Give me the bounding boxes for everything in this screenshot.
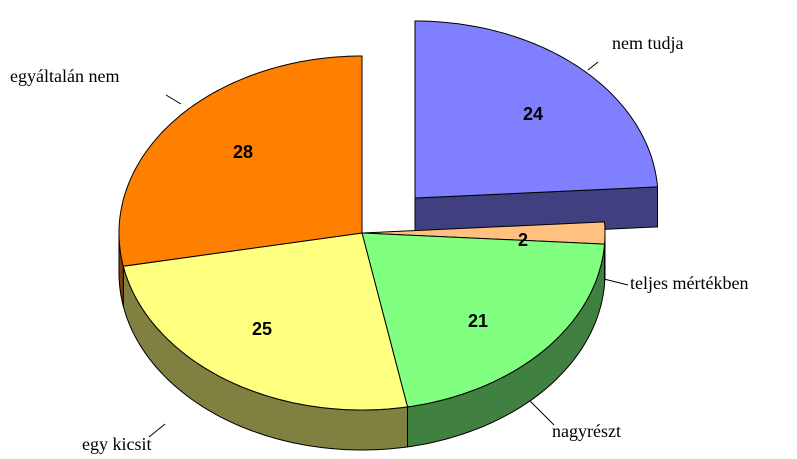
category-label: nagyrészt (552, 421, 621, 441)
leader-line (529, 400, 555, 426)
value-label: 2 (518, 230, 528, 250)
value-label: 28 (233, 142, 253, 162)
value-label: 24 (523, 104, 543, 124)
category-label: teljes mértékben (630, 273, 748, 293)
slice (361, 232, 606, 448)
category-label: egy kicsit (82, 434, 152, 454)
slice-top (414, 20, 659, 199)
slice-top (122, 232, 409, 411)
slice (414, 20, 659, 239)
leader-line (587, 61, 599, 71)
slice (122, 232, 409, 451)
slice-top (361, 221, 606, 245)
slice (118, 55, 363, 307)
value-label: 21 (468, 311, 488, 331)
category-label: egyáltalán nem (10, 66, 119, 86)
category-label: nem tudja (612, 33, 683, 53)
leader-line (148, 423, 166, 438)
leader-line (603, 278, 629, 286)
slice-top (361, 232, 606, 408)
leader-line (165, 94, 182, 105)
slice-top (118, 55, 363, 267)
value-label: 25 (252, 319, 272, 339)
